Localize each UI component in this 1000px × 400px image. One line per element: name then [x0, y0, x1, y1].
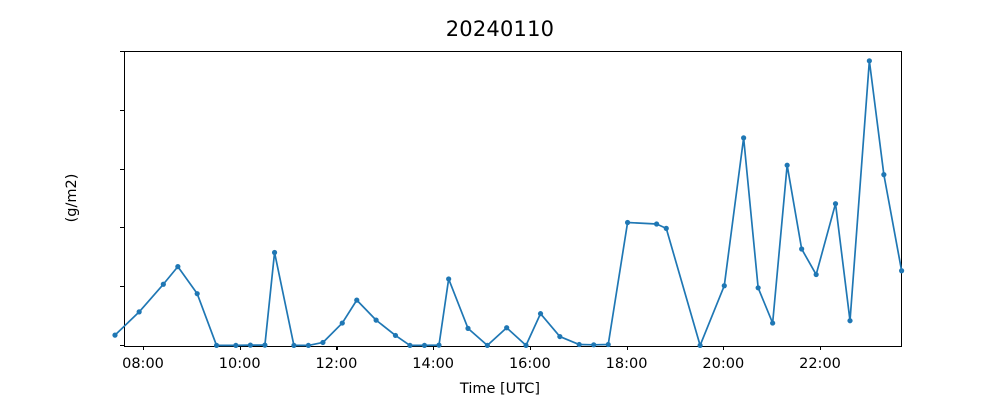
x-tick-mark — [336, 346, 338, 350]
data-point-marker — [591, 342, 597, 348]
x-tick-label: 16:00 — [508, 356, 551, 372]
data-point-marker — [407, 342, 413, 349]
data-point-marker — [305, 342, 312, 349]
data-point-marker — [392, 332, 399, 339]
series-markers — [112, 58, 905, 349]
x-tick-label: 14:00 — [412, 356, 455, 372]
data-point-marker — [160, 281, 166, 287]
data-point-marker — [504, 325, 510, 331]
data-point-marker — [537, 311, 544, 317]
data-point-marker — [799, 246, 805, 252]
data-point-marker — [663, 225, 669, 231]
data-point-marker — [899, 268, 905, 274]
x-axis-label: Time [UTC] — [459, 381, 541, 397]
x-tick-label: 20:00 — [702, 356, 745, 372]
data-point-marker — [446, 276, 452, 282]
data-point-marker — [247, 342, 253, 348]
data-point-marker — [354, 297, 360, 303]
y-tick-mark — [120, 286, 124, 288]
data-point-marker — [194, 291, 200, 297]
data-point-marker — [557, 333, 563, 340]
data-point-marker — [770, 320, 776, 326]
data-series-svg — [112, 58, 905, 349]
y-tick-mark — [120, 168, 124, 170]
data-point-marker — [339, 320, 345, 326]
x-tick-label: 10:00 — [218, 356, 261, 372]
data-point-marker — [213, 342, 220, 349]
chart-title: 20240110 — [445, 17, 555, 41]
data-point-marker — [576, 341, 582, 348]
data-point-marker — [136, 309, 142, 315]
data-point-marker — [605, 341, 611, 348]
data-point-marker — [832, 201, 839, 207]
y-tick-mark — [120, 109, 124, 111]
data-point-marker — [320, 339, 326, 346]
data-point-marker — [175, 264, 181, 270]
data-point-marker — [436, 342, 442, 348]
plot-area — [112, 51, 905, 349]
x-tick-mark — [820, 346, 822, 350]
data-point-marker — [847, 318, 853, 324]
x-tick-mark — [433, 346, 435, 350]
data-point-marker — [271, 249, 278, 256]
data-point-marker — [866, 58, 872, 64]
data-point-marker — [465, 325, 471, 331]
data-point-marker — [373, 317, 379, 323]
data-point-marker — [421, 342, 428, 349]
data-point-marker — [653, 221, 660, 227]
data-point-marker — [484, 342, 490, 349]
x-tick-mark — [143, 346, 145, 350]
x-tick-label: 18:00 — [605, 356, 648, 372]
data-point-marker — [697, 342, 703, 349]
data-point-marker — [881, 172, 887, 178]
series-line — [114, 59, 903, 347]
data-point-marker — [262, 342, 268, 348]
y-tick-mark — [120, 227, 124, 229]
data-point-marker — [291, 342, 297, 349]
data-point-marker — [755, 285, 761, 291]
data-point-marker — [523, 342, 529, 349]
data-point-marker — [624, 219, 631, 226]
data-point-marker — [112, 332, 118, 338]
data-point-marker — [233, 342, 239, 349]
data-point-marker — [741, 135, 747, 141]
x-tick-mark — [626, 346, 628, 350]
data-point-marker — [721, 283, 727, 289]
x-tick-mark — [529, 346, 531, 350]
y-tick-mark — [120, 51, 124, 53]
data-point-marker — [813, 271, 819, 278]
y-tick-mark — [120, 345, 124, 347]
x-tick-label: 08:00 — [122, 356, 164, 372]
x-tick-mark — [723, 346, 725, 350]
x-tick-label: 22:00 — [799, 356, 841, 372]
x-tick-label: 12:00 — [315, 356, 358, 372]
y-axis-label: (g/m2) — [64, 173, 80, 223]
x-tick-mark — [239, 346, 241, 350]
data-point-marker — [784, 162, 790, 168]
